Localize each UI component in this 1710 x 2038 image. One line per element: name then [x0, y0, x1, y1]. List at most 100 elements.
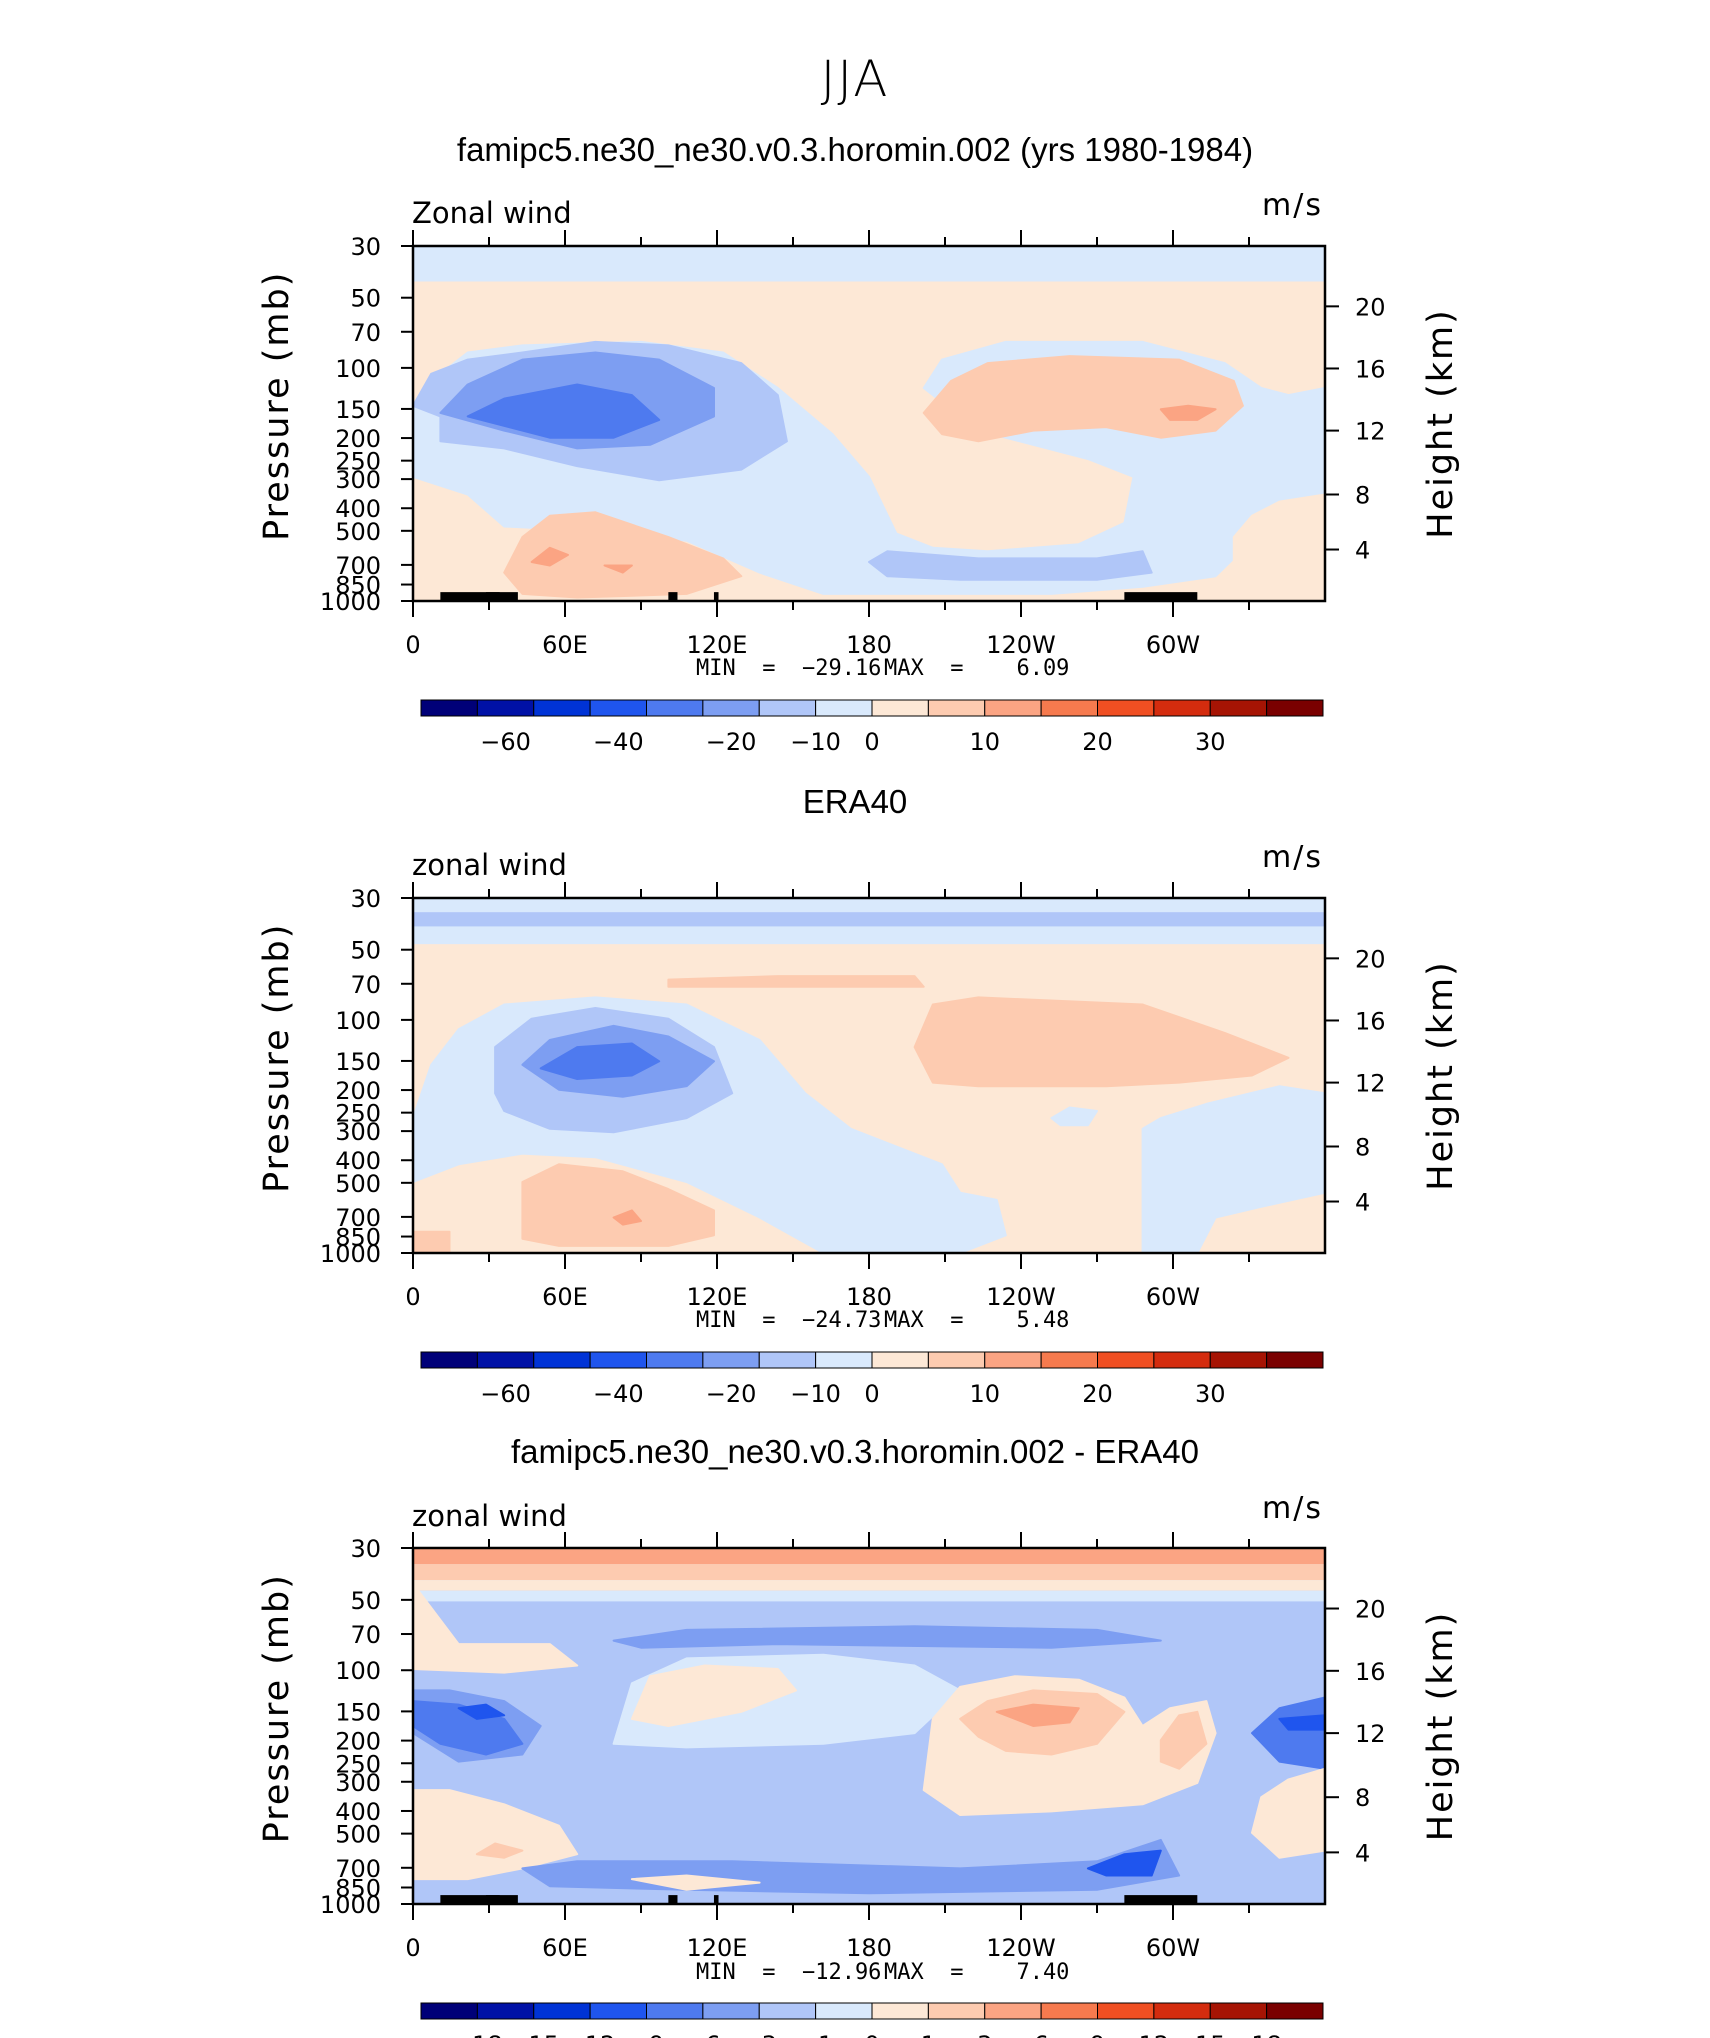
colorbar-label: −60	[480, 1380, 531, 1408]
colorbar-label: 15	[1195, 2031, 1226, 2038]
blue-spot	[1050, 1106, 1098, 1127]
colorbar-swatch	[533, 1351, 591, 1369]
colorbar-swatch	[1097, 1351, 1155, 1369]
top-light-red-band	[413, 1564, 1325, 1581]
panel-3-colorbar: −18 −15 −12 −9 −6 −3 −1 0 1 3 6 9 12 15 18	[420, 2002, 1324, 2038]
west-low-pale	[413, 1789, 579, 1881]
colorbar-label: 3	[977, 2031, 992, 2038]
y-tick-label: 300	[335, 1118, 381, 1146]
top-medium-blue-band	[413, 912, 1325, 927]
x-tick-label: 180	[846, 1283, 892, 1311]
x-tick-label: 120E	[687, 631, 748, 659]
colorbar-swatch	[758, 2002, 817, 2020]
panel-2-colorbar: −60 −40 −20 −10 0 10 20 30	[420, 1351, 1324, 1408]
east-jet	[922, 355, 1244, 443]
land-1	[485, 1895, 500, 1904]
colorbar-swatch	[533, 2002, 591, 2020]
x-tick-label: 180	[846, 631, 892, 659]
colorbar-swatch	[476, 1351, 535, 1369]
low-red-spot	[612, 1209, 642, 1226]
west-low-red	[475, 1842, 524, 1859]
y-tick-label: 250	[335, 1750, 381, 1778]
colorbar-swatch	[420, 2002, 478, 2020]
panel-1-field	[413, 246, 1325, 601]
panel-1-title: famipc5.ne30_ne30.v0.3.horomin.002 (yrs …	[456, 131, 1254, 168]
colorbar-swatch	[476, 2002, 535, 2020]
panel-2-max: MAX = 5.48	[884, 1308, 1070, 1333]
colorbar-label: −6	[685, 2031, 720, 2038]
colorbar-swatch	[1097, 2002, 1155, 2020]
land-3	[713, 1895, 719, 1904]
panel-1-max: MAX = 6.09	[884, 656, 1070, 681]
colorbar-swatch	[815, 2002, 873, 2020]
top-pale-band	[413, 1580, 1325, 1591]
colorbar-label: −10	[790, 728, 841, 756]
colorbar-swatch	[476, 699, 535, 717]
y-tick-label: 50	[350, 1587, 381, 1615]
y-tick-label: 70	[350, 319, 381, 347]
y-tick-label: 400	[335, 495, 381, 523]
y-tick-right-label: 20	[1355, 945, 1386, 973]
land-0	[440, 1895, 518, 1904]
y-tick-label: 850	[335, 572, 381, 600]
land-2	[668, 1895, 678, 1904]
y-tick-label: 30	[350, 1535, 381, 1563]
colorbar-swatch	[815, 699, 873, 717]
colorbar-swatch	[1209, 1351, 1268, 1369]
colorbar-label: 30	[1195, 728, 1226, 756]
y-tick-right-label: 16	[1355, 1658, 1386, 1686]
colorbar-swatch	[702, 2002, 760, 2020]
colorbar-swatch	[702, 1351, 760, 1369]
colorbar-label: 9	[1090, 2031, 1105, 2038]
colorbar-swatch	[1266, 699, 1324, 717]
y-tick-right-label: 12	[1355, 1070, 1386, 1098]
jet-core	[539, 1042, 661, 1080]
colorbar-label: 1	[921, 2031, 936, 2038]
land-2	[668, 592, 678, 601]
colorbar-swatch	[871, 699, 929, 717]
right-blue	[1141, 1085, 1325, 1253]
low-red-spot-1	[530, 546, 569, 567]
land-4	[1124, 592, 1198, 601]
y-tick-label: 1000	[320, 588, 381, 616]
y-tick-label: 700	[335, 1855, 381, 1883]
colorbar-label: 18	[1251, 2031, 1282, 2038]
y-tick-label: 300	[335, 466, 381, 494]
colorbar-swatch	[1153, 1351, 1211, 1369]
y-tick-label: 400	[335, 1798, 381, 1826]
y-tick-label: 500	[335, 1821, 381, 1849]
colorbar-label: −15	[508, 2031, 559, 2038]
y-tick-label: 50	[350, 937, 381, 965]
colorbar-swatch	[927, 2002, 986, 2020]
panel-1-variable: Zonal wind	[412, 196, 572, 230]
colorbar-swatch	[1040, 1351, 1098, 1369]
y-tick-right-label: 4	[1355, 1189, 1370, 1217]
colorbar-swatch	[871, 2002, 929, 2020]
y-tick-label: 150	[335, 1698, 381, 1726]
east-jet-core	[1159, 404, 1217, 421]
y-tick-label: 850	[335, 1875, 381, 1903]
y-tick-label: 150	[335, 396, 381, 424]
colorbar-label: −20	[706, 728, 757, 756]
colorbar-label: −10	[790, 1380, 841, 1408]
y-tick-label: 1000	[320, 1891, 381, 1919]
x-tick-label: 120W	[986, 1283, 1056, 1311]
panel-3-min: MIN = −12.96	[696, 1960, 882, 1985]
y-axis-right-title: Height (km)	[1421, 308, 1461, 539]
mid-pale-red	[630, 1664, 797, 1727]
colorbar-label: 30	[1195, 1380, 1226, 1408]
east-red-core	[995, 1703, 1080, 1727]
colorbar-swatch	[758, 699, 817, 717]
colorbar-swatch	[646, 699, 704, 717]
panel-3-max: MAX = 7.40	[884, 1960, 1070, 1985]
colorbar-swatch	[1209, 699, 1268, 717]
x-tick-label: 0	[405, 1283, 420, 1311]
y-tick-label: 70	[350, 1621, 381, 1649]
y-tick-label: 850	[335, 1224, 381, 1252]
east-edge-blue	[1251, 1696, 1325, 1770]
colorbar-label: 20	[1082, 728, 1113, 756]
x-tick-label: 60W	[1146, 1934, 1200, 1962]
land-4	[1124, 1895, 1198, 1904]
y-tick-label: 100	[335, 355, 381, 383]
y-tick-label: 200	[335, 1077, 381, 1105]
